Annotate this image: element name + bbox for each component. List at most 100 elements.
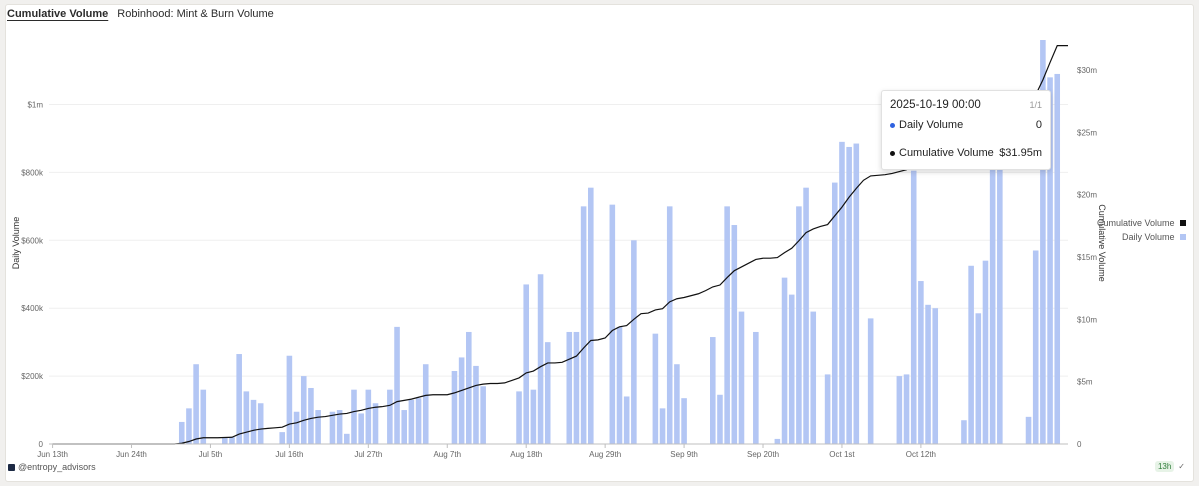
daily-volume-bar: [315, 410, 321, 444]
daily-volume-bar: [1047, 77, 1053, 444]
tooltip-daily-label: Daily Volume: [899, 119, 964, 131]
y2-tick-label: $10m: [1077, 315, 1097, 324]
legend-item-daily[interactable]: Daily Volume: [1097, 230, 1186, 244]
y-tick-label: $600k: [21, 236, 44, 245]
daily-volume-bar: [530, 389, 537, 444]
x-tick-label: Jun 24th: [116, 450, 147, 459]
daily-volume-bar: [516, 391, 522, 444]
x-tick-label: Jun 13th: [37, 450, 68, 459]
daily-volume-bar: [229, 437, 235, 444]
y-tick-label: $200k: [21, 372, 44, 381]
author-handle: @entropy_advisors: [18, 462, 96, 472]
daily-volume-bar: [394, 326, 400, 444]
daily-volume-bar: [351, 389, 357, 444]
x-tick-label: Jul 16th: [275, 450, 303, 459]
y2-tick-label: $5m: [1077, 378, 1093, 387]
daily-volume-bar: [788, 294, 795, 444]
daily-volume-bar: [774, 438, 781, 444]
daily-volume-bar: [279, 432, 286, 444]
y2-axis-title: Cumulative Volume: [1097, 204, 1107, 282]
daily-volume-bar: [422, 364, 429, 444]
refresh-interval-badge: 13h: [1154, 461, 1175, 472]
tooltip-cumulative-value: $31.95m: [999, 147, 1042, 159]
daily-volume-bar: [401, 410, 408, 444]
refresh-status[interactable]: 13h ✓: [1154, 461, 1185, 472]
daily-volume-bar: [824, 374, 831, 444]
daily-volume-bar: [186, 408, 192, 444]
daily-volume-bar: [236, 354, 242, 444]
daily-volume-bar: [925, 304, 931, 444]
daily-volume-bar: [286, 355, 293, 444]
daily-volume-bar: [738, 311, 745, 444]
daily-volume-bar: [1032, 250, 1039, 444]
daily-volume-bar: [580, 206, 587, 444]
daily-volume-bar: [910, 170, 917, 445]
verified-check-icon: ✓: [1178, 462, 1185, 471]
daily-volume-bar: [846, 146, 852, 445]
y-tick-label: $400k: [21, 304, 44, 313]
y-axis-title: Daily Volume: [11, 217, 21, 270]
daily-volume-bar: [796, 206, 802, 444]
daily-volume-bar: [903, 374, 910, 444]
cumulative-volume-line: [52, 45, 1068, 445]
daily-volume-bar: [344, 433, 350, 444]
daily-volume-bar: [308, 387, 314, 444]
daily-volume-bar: [659, 408, 666, 444]
daily-volume-bar: [803, 187, 809, 445]
daily-volume-bar: [480, 386, 486, 444]
legend-item-cumulative[interactable]: Cumulative Volume: [1097, 216, 1186, 230]
tab-mint-burn-volume[interactable]: Robinhood: Mint & Burn Volume: [117, 8, 274, 20]
author-credit[interactable]: @entropy_advisors: [8, 462, 96, 472]
entropy-logo-icon: [8, 463, 15, 471]
tab-cumulative-volume[interactable]: Cumulative Volume: [7, 8, 109, 20]
daily-volume-bar: [709, 337, 716, 444]
x-tick-label: Oct 12th: [906, 450, 936, 459]
daily-volume-dot-icon: [890, 122, 895, 128]
legend-cumulative-swatch-icon: [1179, 220, 1186, 226]
daily-volume-bar: [781, 277, 788, 444]
daily-volume-bar: [975, 313, 982, 444]
daily-volume-bar: [810, 311, 817, 444]
daily-volume-bar: [753, 331, 759, 444]
daily-volume-bar: [681, 398, 687, 444]
daily-volume-bar: [573, 331, 580, 444]
daily-volume-bar: [982, 260, 989, 444]
daily-volume-bar: [300, 376, 307, 444]
y2-tick-label: $15m: [1077, 253, 1097, 262]
daily-volume-bar: [408, 399, 415, 444]
daily-volume-bar: [997, 131, 1003, 444]
x-tick-label: Jul 27th: [354, 450, 382, 459]
daily-volume-bar: [243, 391, 250, 444]
daily-volume-bar: [544, 342, 551, 444]
tooltip-cumulative-label: Cumulative Volume: [899, 147, 994, 159]
legend-cumulative-label: Cumulative Volume: [1097, 218, 1175, 228]
daily-volume-bar: [623, 396, 630, 444]
y-tick-label: $1m: [27, 101, 43, 110]
y2-tick-label: 0: [1077, 440, 1082, 449]
daily-volume-bar: [652, 333, 659, 444]
y-tick-label: $800k: [21, 168, 44, 177]
daily-volume-bar: [932, 308, 939, 444]
x-tick-label: Aug 7th: [433, 450, 461, 459]
daily-volume-bar: [358, 413, 364, 444]
tab-bar: Cumulative Volume Robinhood: Mint & Burn…: [7, 8, 274, 20]
daily-volume-bar: [365, 389, 372, 444]
hover-tooltip: 2025-10-19 00:00 1/1 Daily Volume 0 Cumu…: [881, 90, 1051, 170]
cumulative-volume-dot-icon: [890, 150, 895, 156]
daily-volume-bar: [674, 364, 680, 444]
daily-volume-bar: [989, 136, 996, 445]
daily-volume-bar: [968, 265, 974, 444]
daily-volume-bar: [609, 204, 616, 444]
daily-volume-bar: [451, 371, 458, 444]
tooltip-datetime: 2025-10-19 00:00: [890, 99, 981, 111]
daily-volume-bar: [853, 143, 860, 445]
daily-volume-bar: [293, 411, 300, 444]
daily-volume-bar: [717, 394, 723, 444]
daily-volume-bar: [537, 274, 544, 444]
daily-volume-bar: [473, 365, 479, 444]
daily-volume-bar: [839, 141, 845, 444]
daily-volume-bar: [1040, 40, 1046, 444]
daily-volume-bar: [193, 364, 199, 444]
x-tick-label: Sep 9th: [670, 450, 698, 459]
